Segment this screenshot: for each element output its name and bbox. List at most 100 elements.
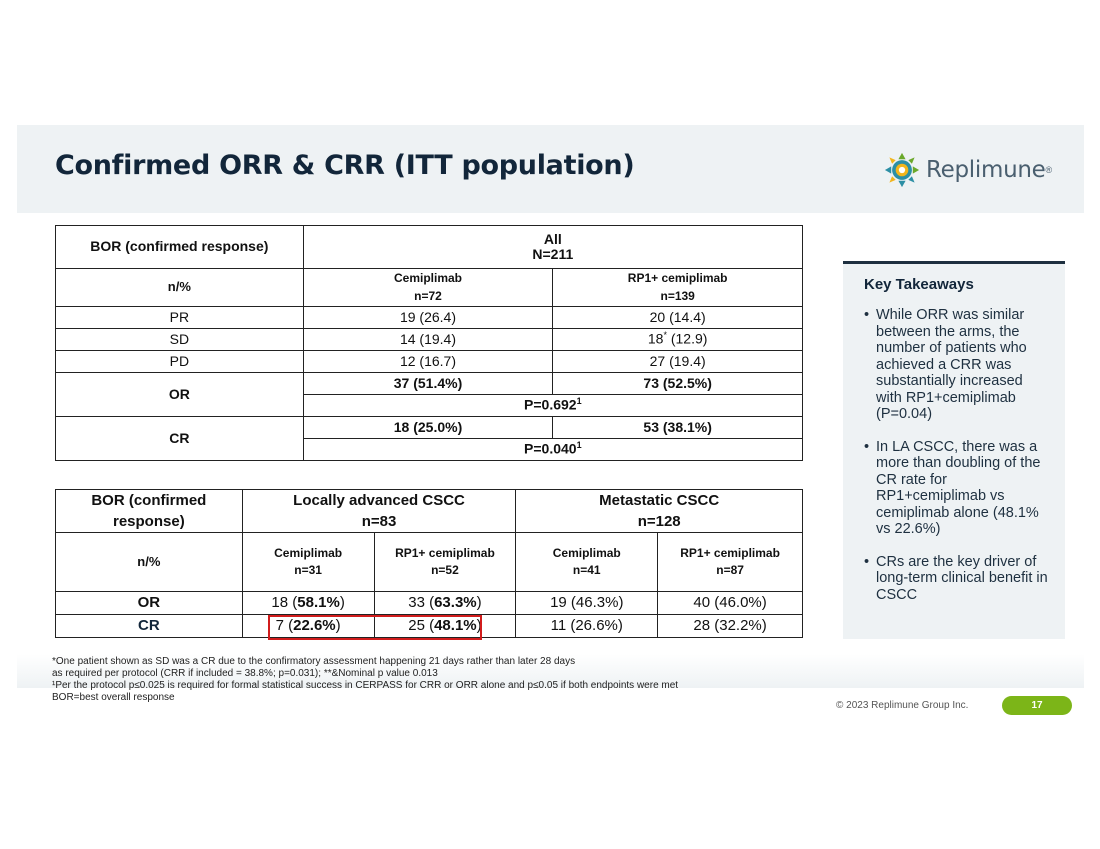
copyright: © 2023 Replimune Group Inc. — [836, 700, 969, 711]
brand-name: Replimune — [926, 157, 1046, 183]
group-n: n=128 — [637, 513, 681, 530]
group-n: n=83 — [361, 513, 397, 530]
value-part: 18 ( — [271, 593, 298, 611]
cell-value: 12 (16.7) — [302, 350, 554, 373]
footnote: BOR=best overall response — [52, 692, 175, 703]
takeaway-item: CRs are the key driver of long-term clin… — [864, 554, 1051, 604]
value-part: 18 — [647, 331, 664, 348]
table-row: P=0.6921 — [56, 394, 804, 417]
table-row: BOR (confirmed response) Locally advance… — [55, 489, 803, 533]
footnote-mark: 1 — [576, 396, 582, 407]
col-n: n=139 — [660, 288, 695, 303]
value-part: ) — [476, 593, 482, 611]
col-name: Cemiplimab — [552, 545, 621, 560]
table-row: n/% Cemiplimab n=72 RP1+ cemiplimab n=13… — [55, 268, 803, 307]
value-part: ) — [476, 616, 482, 634]
value-part: (12.9) — [666, 331, 708, 348]
cell-value: 18 (58.1%) — [241, 591, 375, 615]
key-takeaways-panel: Key Takeaways While ORR was similar betw… — [843, 261, 1065, 639]
cell-value: 33 (63.3%) — [373, 591, 517, 615]
col-header: Cemiplimab n=41 — [515, 532, 659, 592]
col-name: RP1+ cemiplimab — [627, 271, 728, 286]
cell-value: 28 (32.2%) — [657, 614, 803, 638]
replimune-logo: Replimune ® — [884, 150, 1052, 190]
col-name: RP1+ cemiplimab — [395, 545, 495, 560]
table-row: BOR (confirmed response) All N=211 — [55, 225, 804, 269]
np-label: n/% — [55, 532, 243, 592]
cell-value: 19 (46.3%) — [515, 591, 659, 615]
p-value: P=0.6921 — [302, 394, 804, 417]
itt-response-table: BOR (confirmed response) All N=211 n/% C… — [55, 225, 804, 461]
cell-value: 73 (52.5%) — [552, 372, 803, 395]
value-bold: 22.6% — [293, 616, 336, 634]
table-row: CR 18 (25.0%) 53 (38.1%) — [55, 416, 803, 461]
value-part: ) — [339, 593, 345, 611]
col-n: n=72 — [414, 288, 442, 303]
row-label: OR — [55, 591, 243, 615]
col-name: Cemiplimab — [393, 271, 462, 286]
footer-band — [17, 654, 1084, 688]
col-header: RP1+ cemiplimab n=87 — [657, 532, 803, 592]
footnote: *One patient shown as SD was a CR due to… — [52, 656, 576, 667]
row-label: SD — [55, 328, 304, 351]
col-name: RP1+ cemiplimab — [680, 545, 780, 560]
p-text: P=0.692 — [524, 397, 577, 414]
cell-value: 27 (19.4) — [552, 350, 803, 373]
registered-mark: ® — [1045, 165, 1053, 175]
cell-value: 40 (46.0%) — [657, 591, 803, 615]
subgroup-response-table: BOR (confirmed response) Locally advance… — [55, 489, 803, 638]
row-label: CR — [55, 614, 243, 638]
col-n: n=41 — [572, 563, 601, 577]
table-row: SD 14 (19.4) 18* (12.9) — [55, 328, 803, 351]
table-row: OR 37 (51.4%) 73 (52.5%) — [55, 372, 803, 417]
table-row: n/% Cemiplimab n=31 RP1+ cemiplimab n=52 C… — [55, 532, 803, 592]
takeaways-list: While ORR was similar between the arms, … — [864, 307, 1051, 603]
table-row: CR 7 (22.6%) 25 (48.1%) 11 (26.6%) 28 (3… — [55, 614, 803, 638]
value-part: ) — [335, 616, 341, 634]
cell-value: 20 (14.4) — [552, 306, 803, 329]
la-cscc-header: Locally advanced CSCC n=83 — [241, 489, 517, 533]
value-part: 25 ( — [408, 616, 435, 634]
footnote: ¹Per the protocol p≤0.025 is required fo… — [52, 680, 679, 691]
table-row: PR 19 (26.4) 20 (14.4) — [55, 306, 803, 329]
all-label: All — [543, 230, 562, 247]
row-label: CR — [55, 416, 304, 461]
col-n: n=52 — [431, 563, 459, 577]
page-title: Confirmed ORR & CRR (ITT population) — [55, 150, 635, 181]
footnote-mark: 1 — [576, 440, 582, 451]
all-header: All N=211 — [302, 225, 804, 269]
table-row: OR 18 (58.1%) 33 (63.3%) 19 (46.3%) 40 (… — [55, 591, 803, 615]
row-label: PR — [55, 306, 304, 329]
cell-value: 7 (22.6%) — [241, 614, 375, 638]
row-label: OR — [55, 372, 304, 417]
table-row: P=0.0401 — [56, 438, 804, 461]
takeaways-title: Key Takeaways — [864, 276, 974, 293]
col-n: n=87 — [716, 563, 744, 577]
p-text: P=0.040 — [524, 441, 577, 458]
value-part: 33 ( — [408, 593, 435, 611]
cell-value: 37 (51.4%) — [302, 372, 554, 395]
cell-value: 11 (26.6%) — [515, 614, 659, 638]
row-label: PD — [55, 350, 304, 373]
page-number-badge: 17 — [1002, 696, 1072, 715]
takeaway-item: While ORR was similar between the arms, … — [864, 307, 1051, 423]
bor-header: BOR (confirmed response) — [55, 489, 243, 533]
group-label: Locally advanced CSCC — [293, 492, 465, 509]
value-part: 7 ( — [275, 616, 294, 634]
np-label: n/% — [55, 268, 304, 307]
value-bold: 48.1% — [434, 616, 477, 634]
bor-header: BOR (confirmed response) — [55, 225, 304, 269]
all-n: N=211 — [532, 246, 574, 262]
table-row: PD 12 (16.7) 27 (19.4) — [55, 350, 803, 373]
col-header: Cemiplimab n=31 — [241, 532, 375, 592]
col-header: RP1+ cemiplimab n=52 — [373, 532, 517, 592]
rp1-cemiplimab-header: RP1+ cemiplimab n=139 — [552, 268, 803, 307]
value-bold: 63.3% — [434, 593, 477, 611]
footnote-mark: * — [663, 330, 667, 341]
takeaway-item: In LA CSCC, there was a more than doubli… — [864, 439, 1051, 538]
group-label: Metastatic CSCC — [599, 492, 720, 509]
footnote: as required per protocol (CRR if include… — [52, 668, 438, 679]
cell-value: 53 (38.1%) — [552, 416, 803, 439]
cemiplimab-header: Cemiplimab n=72 — [302, 268, 554, 307]
col-n: n=31 — [294, 563, 322, 577]
